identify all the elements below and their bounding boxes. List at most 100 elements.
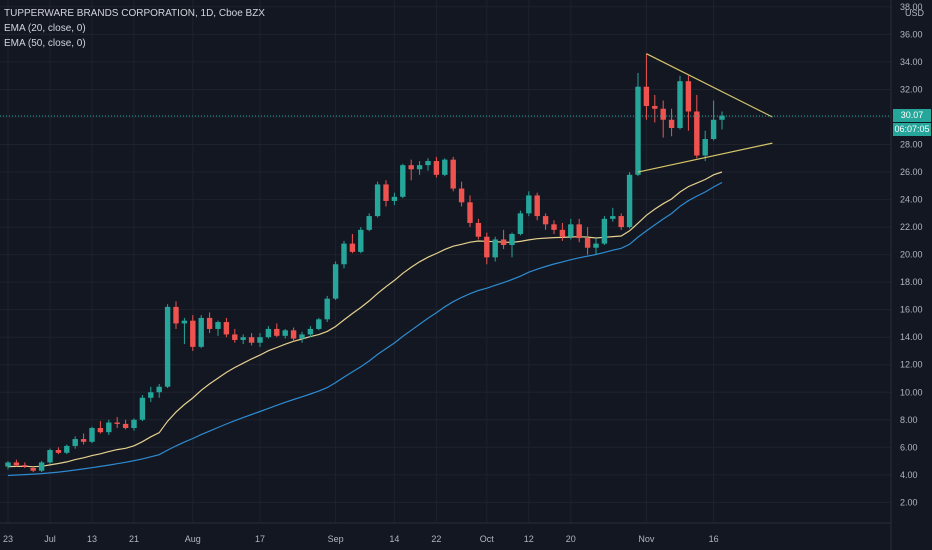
x-tick-label: 14 bbox=[389, 534, 399, 544]
candle-body bbox=[433, 161, 440, 175]
candle-body bbox=[215, 322, 221, 329]
candle-body bbox=[97, 428, 104, 433]
candle-body bbox=[719, 115, 725, 120]
x-tick-label: 16 bbox=[709, 534, 719, 544]
candle-body bbox=[30, 467, 36, 471]
chart-legend: TUPPERWARE BRANDS CORPORATION, 1D, Cboe … bbox=[4, 6, 265, 51]
candle-body bbox=[458, 188, 465, 203]
candle-body bbox=[450, 159, 456, 189]
trendline bbox=[646, 53, 773, 118]
candle-body bbox=[38, 462, 45, 471]
y-tick-label: 20.00 bbox=[900, 250, 923, 260]
ema50-layer bbox=[7, 181, 723, 477]
candle-body bbox=[467, 202, 473, 223]
candle-body bbox=[106, 422, 112, 433]
x-tick-label: Sep bbox=[328, 534, 344, 544]
y-tick-label: 12.00 bbox=[900, 360, 923, 370]
candlestick-series bbox=[5, 53, 725, 473]
bar-close-timer: 06:07:05 bbox=[893, 123, 931, 137]
candle-body bbox=[643, 86, 650, 106]
candle-body bbox=[307, 328, 314, 335]
x-tick-label: 13 bbox=[87, 534, 97, 544]
candle-body bbox=[349, 243, 356, 252]
candle-body bbox=[332, 264, 339, 299]
y-tick-label: 6.00 bbox=[900, 442, 918, 452]
candle-body bbox=[22, 465, 28, 467]
candle-body bbox=[131, 419, 137, 429]
candle-body bbox=[223, 322, 230, 335]
candle-body bbox=[248, 337, 255, 343]
trendline bbox=[637, 142, 773, 173]
y-tick-label: 16.00 bbox=[900, 305, 923, 315]
y-tick-label: 36.00 bbox=[900, 29, 923, 39]
candle-body bbox=[694, 111, 700, 156]
candle-body bbox=[702, 139, 708, 156]
candle-body bbox=[139, 397, 146, 420]
y-tick-label: 38.00 bbox=[900, 2, 923, 12]
candle-body bbox=[299, 334, 305, 339]
x-tick-label: 22 bbox=[431, 534, 441, 544]
candle-body bbox=[534, 195, 540, 217]
candle-body bbox=[89, 428, 95, 442]
y-tick-label: 4.00 bbox=[900, 470, 918, 480]
candle-body bbox=[374, 184, 381, 217]
candle-body bbox=[626, 174, 633, 228]
candle-body bbox=[383, 184, 389, 201]
candle-body bbox=[181, 320, 188, 324]
ema20-legend[interactable]: EMA (20, close, 0) bbox=[4, 23, 86, 34]
candle-body bbox=[610, 216, 616, 219]
candle-body bbox=[568, 224, 574, 237]
candle-body bbox=[282, 330, 288, 336]
candle-body bbox=[55, 450, 62, 453]
candle-body bbox=[5, 462, 11, 467]
candle-body bbox=[400, 165, 406, 197]
x-tick-label: Nov bbox=[638, 534, 655, 544]
candle-body bbox=[559, 229, 566, 237]
trendline-layer bbox=[0, 53, 891, 173]
time-axis[interactable]: 23 Jul 13 21 Aug 17 Sep 14 22 Oct 12 20 Nov 16 bbox=[3, 534, 719, 544]
x-tick-label: 21 bbox=[129, 534, 139, 544]
candle-body bbox=[618, 216, 624, 228]
candle-body bbox=[366, 216, 372, 230]
candle-body bbox=[122, 423, 129, 429]
candle-body bbox=[341, 243, 347, 265]
candle-body bbox=[576, 224, 582, 239]
candle-body bbox=[198, 317, 204, 347]
candle-body bbox=[148, 392, 154, 398]
candle-body bbox=[685, 81, 692, 112]
y-tick-label: 18.00 bbox=[900, 277, 923, 287]
x-tick-label: 23 bbox=[3, 534, 13, 544]
candle-body bbox=[500, 239, 507, 245]
candle-body bbox=[677, 81, 683, 128]
candle-body bbox=[324, 298, 330, 320]
x-tick-label: Aug bbox=[185, 534, 201, 544]
ema50-legend[interactable]: EMA (50, close, 0) bbox=[4, 38, 86, 49]
candle-body bbox=[542, 216, 549, 225]
y-tick-label: 2.00 bbox=[900, 497, 918, 507]
y-tick-label: 14.00 bbox=[900, 332, 923, 342]
candle-body bbox=[408, 165, 414, 170]
candle-body bbox=[425, 161, 431, 166]
symbol-title[interactable]: TUPPERWARE BRANDS CORPORATION, 1D, Cboe … bbox=[4, 8, 265, 19]
candle-body bbox=[257, 337, 263, 343]
candle-body bbox=[551, 224, 557, 230]
candle-body bbox=[114, 422, 120, 424]
candle-body bbox=[240, 337, 246, 340]
candle-body bbox=[475, 222, 482, 237]
x-tick-label: 20 bbox=[566, 534, 576, 544]
candle-body bbox=[265, 328, 272, 338]
last-price-badge: 30.07 bbox=[893, 109, 931, 123]
candle-body bbox=[47, 450, 53, 463]
candle-body bbox=[517, 213, 524, 234]
candle-body bbox=[290, 330, 297, 339]
price-axis[interactable]: 2.00 4.00 6.00 8.00 10.00 12.00 14.00 16.00 18.0… bbox=[900, 2, 923, 507]
x-tick-label: Jul bbox=[44, 534, 56, 544]
y-tick-label: 24.00 bbox=[900, 195, 923, 205]
currency-unit: USD bbox=[904, 8, 924, 18]
candle-body bbox=[391, 196, 398, 201]
candle-body bbox=[173, 306, 179, 324]
candle-body bbox=[206, 317, 213, 329]
candle-body bbox=[492, 239, 498, 258]
y-tick-label: 22.00 bbox=[900, 222, 923, 232]
